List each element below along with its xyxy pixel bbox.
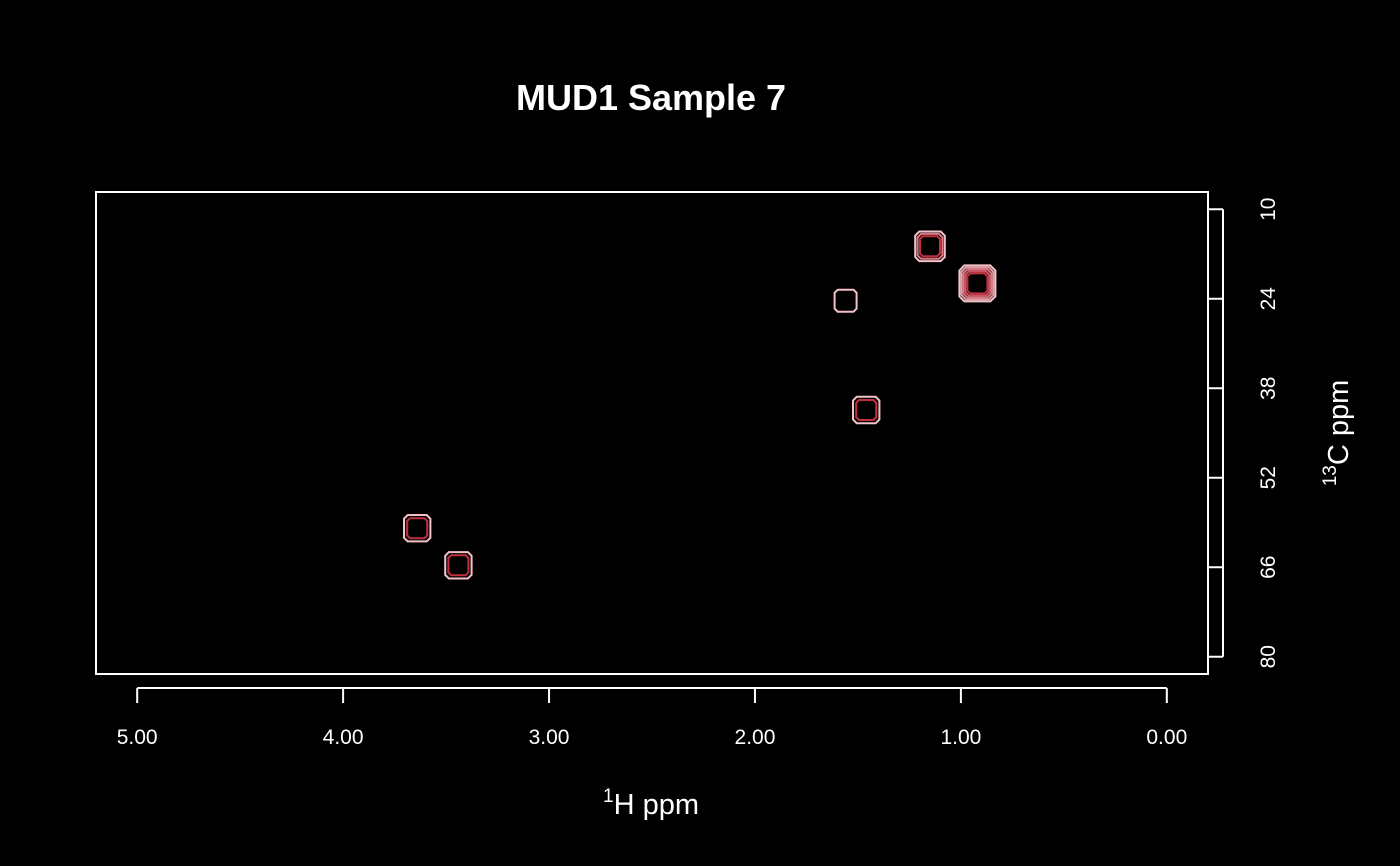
y-axis-label: 13C ppm — [1320, 380, 1355, 487]
y-tick-label: 24 — [1257, 287, 1280, 311]
x-axis: 5.00 4.00 3.00 2.00 1.00 0.00 — [117, 687, 1187, 749]
x-tick-label: 4.00 — [323, 726, 364, 749]
contour-peak — [958, 264, 997, 303]
y-tick-label: 52 — [1257, 466, 1280, 489]
contour-peak — [914, 230, 946, 263]
chart-title: MUD1 Sample 7 — [516, 77, 786, 118]
contour-peaks — [403, 230, 997, 580]
contour-peak — [833, 288, 858, 313]
contour-ring — [914, 230, 946, 263]
y-tick-label: 10 — [1257, 198, 1280, 221]
x-axis-label-superscript: 1 — [603, 786, 614, 807]
contour-peak — [403, 514, 432, 543]
x-tick-label: 3.00 — [529, 726, 570, 749]
x-axis-label: 1H ppm — [603, 786, 699, 821]
contour-ring — [444, 551, 473, 580]
contour-ring — [403, 514, 432, 543]
y-tick-label: 66 — [1257, 556, 1280, 579]
x-tick-label: 2.00 — [735, 726, 776, 749]
contour-peak — [444, 551, 473, 580]
contour-ring — [447, 554, 470, 577]
contour-ring — [958, 264, 997, 303]
contour-ring — [855, 399, 878, 421]
contour-ring — [962, 268, 993, 299]
contour-ring — [916, 232, 944, 260]
y-axis-label-text: C ppm — [1323, 380, 1355, 465]
y-axis: 10 24 38 52 66 80 — [1208, 198, 1280, 668]
y-axis-label-superscript: 13 — [1320, 465, 1341, 486]
y-tick-label: 38 — [1257, 377, 1280, 400]
contour-ring — [833, 288, 858, 313]
contour-peak — [852, 395, 881, 425]
contour-ring — [964, 270, 991, 297]
plot-frame — [95, 191, 1209, 675]
x-tick-label: 1.00 — [940, 726, 981, 749]
contour-ring — [966, 272, 989, 295]
contour-ring — [919, 235, 941, 258]
x-axis-label-text: H ppm — [614, 789, 699, 821]
contour-ring — [960, 266, 995, 301]
y-tick-label: 80 — [1257, 645, 1280, 668]
contour-ring — [852, 395, 881, 425]
x-tick-label: 0.00 — [1146, 726, 1187, 749]
contour-ring — [406, 517, 429, 540]
x-tick-label: 5.00 — [117, 726, 158, 749]
